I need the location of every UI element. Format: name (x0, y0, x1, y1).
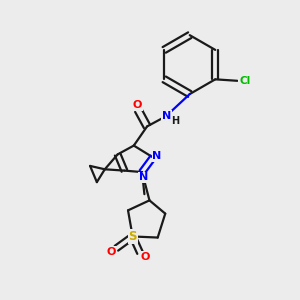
Text: N: N (162, 110, 171, 121)
Text: O: O (133, 100, 142, 110)
Text: S: S (128, 230, 137, 243)
Text: O: O (106, 247, 116, 257)
Text: H: H (171, 116, 179, 126)
Text: Cl: Cl (239, 76, 250, 86)
Text: N: N (152, 152, 162, 161)
Text: O: O (141, 252, 150, 262)
Text: N: N (139, 172, 148, 182)
